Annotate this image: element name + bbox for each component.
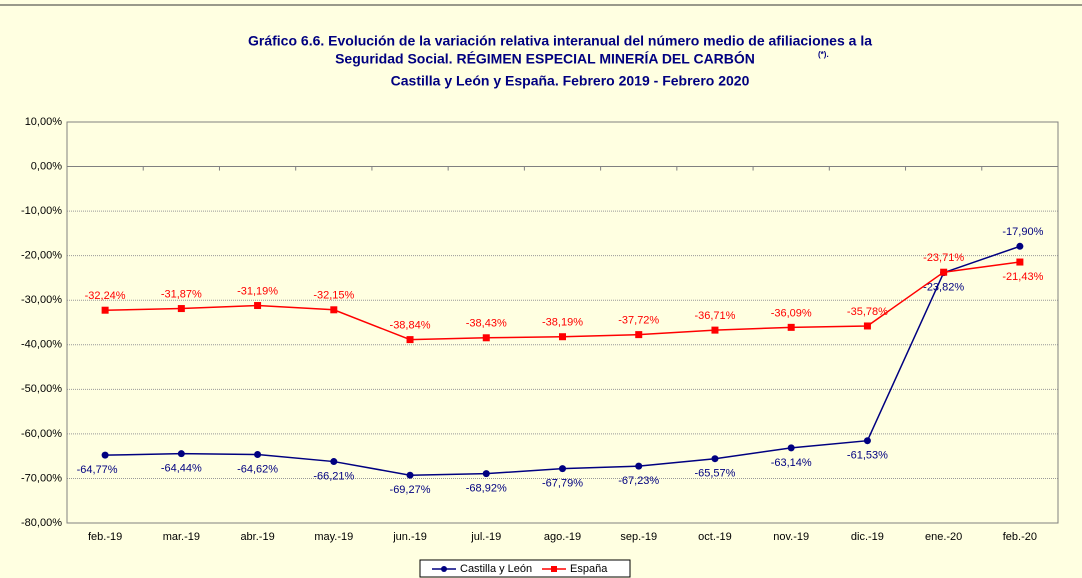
x-tick-label: dic.-19 <box>851 531 884 543</box>
legend-label: Castilla y León <box>460 563 532 575</box>
marker <box>559 333 566 341</box>
plot-area <box>66 121 1059 524</box>
x-tick-label: feb.-19 <box>88 531 122 543</box>
marker <box>863 322 871 330</box>
x-tick-label: feb.-20 <box>1003 531 1037 543</box>
marker <box>863 437 871 445</box>
marker <box>330 458 338 466</box>
y-tick-label: -70,00% <box>21 472 62 484</box>
marker <box>940 268 948 276</box>
marker <box>559 465 566 473</box>
marker <box>330 306 338 314</box>
data-label: -69,27% <box>390 484 431 496</box>
data-label: -64,62% <box>237 463 278 475</box>
data-label: -31,87% <box>161 288 202 300</box>
data-label: -64,77% <box>77 464 118 476</box>
data-label: -67,79% <box>542 478 583 490</box>
marker <box>1016 242 1024 250</box>
data-label: -66,21% <box>313 470 354 482</box>
data-label: -17,90% <box>1002 226 1043 238</box>
x-tick-label: oct.-19 <box>698 531 732 543</box>
data-label: -68,92% <box>466 483 507 495</box>
y-tick-label: -60,00% <box>21 428 62 440</box>
marker <box>787 444 795 452</box>
x-tick-label: nov.-19 <box>773 531 809 543</box>
x-tick-label: jul.-19 <box>470 531 501 543</box>
data-label: -36,71% <box>694 310 735 322</box>
marker <box>1016 258 1024 266</box>
legend-label: España <box>570 563 608 575</box>
data-label: -35,78% <box>847 306 888 318</box>
y-tick-label: -50,00% <box>21 383 62 395</box>
data-label: -23,71% <box>923 252 964 264</box>
data-label: -32,15% <box>313 290 354 302</box>
chart-title: Castilla y León y España. Febrero 2019 -… <box>391 73 750 89</box>
y-tick-label: -80,00% <box>21 517 62 529</box>
data-label: -23,82% <box>923 282 964 294</box>
marker <box>482 334 490 342</box>
marker <box>711 455 719 463</box>
x-tick-label: mar.-19 <box>163 531 200 543</box>
data-label: -32,24% <box>85 290 126 302</box>
data-label: -37,72% <box>618 315 659 327</box>
data-label: -36,09% <box>771 307 812 319</box>
data-label: -38,19% <box>542 317 583 329</box>
marker <box>177 450 185 458</box>
marker <box>101 306 109 314</box>
legend-marker <box>551 566 557 572</box>
marker <box>406 471 414 479</box>
x-tick-label: may.-19 <box>314 531 353 543</box>
data-label: -38,84% <box>390 320 431 332</box>
data-label: -38,43% <box>466 318 507 330</box>
marker <box>254 302 262 310</box>
legend <box>419 559 631 578</box>
x-tick-label: abr.-19 <box>240 531 274 543</box>
y-tick-label: -20,00% <box>21 250 62 262</box>
data-label: -64,44% <box>161 463 202 475</box>
y-tick-label: -40,00% <box>21 339 62 351</box>
x-tick-label: ago.-19 <box>544 531 581 543</box>
x-tick-label: ene.-20 <box>925 531 962 543</box>
y-tick-label: 0,00% <box>31 160 62 172</box>
y-tick-label: 10,00% <box>25 116 63 128</box>
marker <box>635 331 643 339</box>
marker <box>406 336 414 344</box>
legend-marker <box>441 566 447 572</box>
marker <box>635 462 643 470</box>
x-tick-label: jun.-19 <box>392 531 427 543</box>
data-label: -63,14% <box>771 457 812 469</box>
chart-title: Gráfico 6.6. Evolución de la variación r… <box>248 33 872 49</box>
data-label: -21,43% <box>1002 271 1043 283</box>
marker <box>101 451 109 459</box>
y-tick-label: -10,00% <box>21 205 62 217</box>
chart-title: Seguridad Social. RÉGIMEN ESPECIAL MINER… <box>335 50 755 67</box>
y-tick-label: -30,00% <box>21 294 62 306</box>
data-label: -67,23% <box>618 475 659 487</box>
marker <box>787 323 795 331</box>
marker <box>482 470 490 478</box>
x-tick-label: sep.-19 <box>620 531 657 543</box>
title-note: (*). <box>818 50 829 59</box>
data-label: -61,53% <box>847 450 888 462</box>
marker <box>254 450 262 458</box>
data-label: -65,57% <box>694 468 735 480</box>
marker <box>711 326 719 334</box>
data-label: -31,19% <box>237 285 278 297</box>
marker <box>177 305 185 313</box>
